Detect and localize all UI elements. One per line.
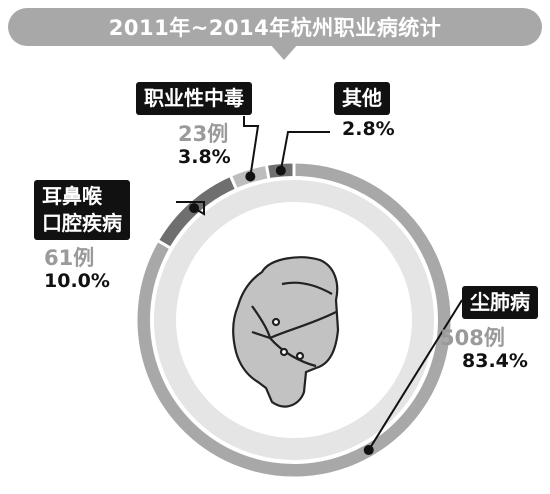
legend-label-pneumoconiosis: 尘肺病	[462, 286, 538, 319]
count-label-pneumoconiosis: 508例	[440, 326, 505, 350]
legend-label-ent-oral-line-2: 口腔疾病	[42, 211, 122, 235]
legend-label-occupational-poisoning: 职业性中毒	[136, 82, 252, 115]
title-pointer	[270, 44, 298, 60]
leader-other-dot	[275, 165, 286, 176]
count-label-ent-oral: 61例	[44, 246, 95, 270]
leader-pneumoconiosis	[367, 299, 463, 451]
count-label-occupational-poisoning: 23例	[178, 122, 229, 146]
percent-label-pneumoconiosis: 83.4%	[462, 350, 528, 372]
percent-label-occupational-poisoning: 3.8%	[178, 146, 231, 168]
legend-label-ent-oral: 耳鼻喉 口腔疾病	[34, 180, 130, 240]
leader-occupational-poisoning-dot	[245, 171, 256, 182]
face-with-mask-icon	[232, 256, 340, 408]
leader-occupational-poisoning	[243, 116, 260, 177]
legend-label-other: 其他	[334, 82, 390, 115]
leader-ent-oral	[176, 201, 205, 216]
legend-label-ent-oral-line-1: 耳鼻喉	[42, 184, 102, 208]
percent-label-other: 2.8%	[342, 118, 395, 140]
chart-title: 2011年~2014年杭州职业病统计	[8, 8, 542, 46]
leader-ent-oral-dot	[189, 203, 200, 214]
percent-label-ent-oral: 10.0%	[44, 270, 110, 292]
leader-other	[279, 131, 330, 171]
leader-pneumoconiosis-dot	[363, 445, 374, 456]
